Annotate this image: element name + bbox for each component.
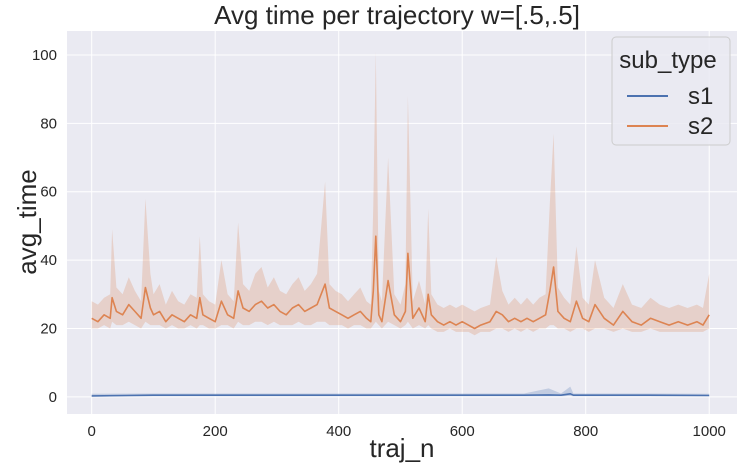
y-tick-label: 20 <box>40 321 57 338</box>
x-tick-label: 800 <box>573 423 598 440</box>
legend-box <box>611 36 731 146</box>
y-axis-ticks: 0 20 40 60 80 100 <box>32 47 57 406</box>
band-s1 <box>91 386 710 397</box>
x-axis-ticks: 0 200 400 600 800 1000 <box>88 423 726 440</box>
x-tick-label: 200 <box>203 423 228 440</box>
series-line-s2 <box>91 235 710 330</box>
legend-label-s2: s2 <box>688 113 713 140</box>
legend: sub_type s1 s2 <box>611 36 731 146</box>
y-tick-label: 40 <box>40 252 57 269</box>
series-line-s1 <box>91 392 710 397</box>
x-tick-label: 400 <box>326 423 351 440</box>
x-tick-label: 600 <box>450 423 475 440</box>
band-s2 <box>91 51 710 336</box>
confidence-bands <box>91 51 710 397</box>
y-tick-label: 100 <box>32 47 57 64</box>
y-tick-label: 80 <box>40 115 57 132</box>
x-tick-label: 1000 <box>693 423 726 440</box>
chart-title: Avg time per trajectory w=[.5,.5] <box>214 0 580 30</box>
y-tick-label: 0 <box>49 389 57 406</box>
x-axis-label: traj_n <box>369 433 434 463</box>
legend-title: sub_type <box>619 47 716 74</box>
series-lines <box>91 235 710 397</box>
x-tick-label: 0 <box>88 423 96 440</box>
legend-label-s1: s1 <box>688 83 713 110</box>
y-tick-label: 60 <box>40 184 57 201</box>
y-axis-label: avg_time <box>12 169 42 275</box>
